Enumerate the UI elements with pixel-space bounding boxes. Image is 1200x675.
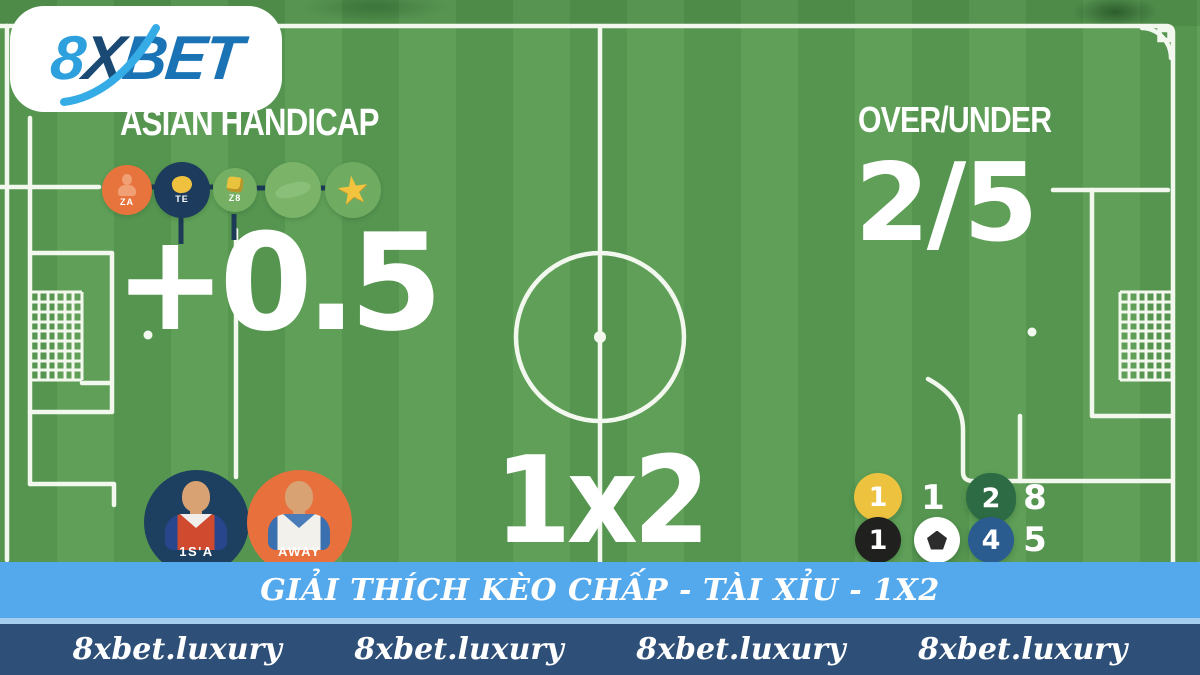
caption-text: GIẢI THÍCH KÈO CHẤP - TÀI XỈU - 1X2 bbox=[260, 572, 940, 608]
banner-separator bbox=[0, 618, 1200, 624]
left-box-line bbox=[27, 481, 117, 508]
away-team-avatar: AWAY bbox=[247, 470, 352, 575]
icon-label: ZA bbox=[120, 196, 134, 207]
corner-arc bbox=[1139, 25, 1174, 61]
odds-number: 5 bbox=[1023, 520, 1047, 560]
swoosh-icon bbox=[273, 178, 313, 202]
away-team-label: AWAY bbox=[277, 544, 322, 559]
home-team-label: 1S'A bbox=[179, 544, 214, 559]
odds-circle-green: 2 bbox=[966, 473, 1016, 523]
right-goal-net bbox=[1118, 290, 1174, 382]
right-penalty-box bbox=[1089, 187, 1174, 419]
logo-swoosh-icon bbox=[60, 24, 160, 106]
icon-circle-swoosh bbox=[265, 162, 321, 218]
icon-circle-player: ZA bbox=[102, 165, 152, 215]
left-box-line bbox=[27, 250, 115, 415]
odds-number: 1 bbox=[921, 478, 945, 518]
player-icon bbox=[117, 173, 137, 196]
odds-circle-white bbox=[914, 517, 960, 563]
odds-circle-yellow: 1 bbox=[854, 473, 902, 521]
footer-domain[interactable]: 8xbet.luxury bbox=[72, 632, 282, 667]
home-team-avatar: 1S'A bbox=[144, 470, 249, 575]
jersey-collar bbox=[180, 514, 212, 528]
icon-circle-shield: Z8 bbox=[213, 168, 257, 212]
over-under-title: OVER/UNDER bbox=[858, 99, 1052, 140]
one-x-two-value: 1x2 bbox=[494, 432, 710, 571]
shadow-blob bbox=[300, 0, 450, 22]
left-goal-net bbox=[28, 290, 84, 382]
handicap-value: +0.5 bbox=[114, 205, 443, 361]
left-penalty-spot bbox=[143, 330, 153, 340]
icon-circle-star: ★ bbox=[325, 162, 381, 218]
odds-circle-blue: 4 bbox=[968, 517, 1014, 563]
8xbet-logo[interactable]: 8XBET bbox=[10, 6, 282, 112]
pentagon-icon bbox=[927, 530, 947, 550]
star-icon: ★ bbox=[333, 165, 373, 215]
center-spot bbox=[594, 331, 606, 343]
icon-label: Z8 bbox=[228, 193, 242, 203]
footer-domain[interactable]: 8xbet.luxury bbox=[354, 632, 564, 667]
odds-circle-black: 1 bbox=[855, 517, 901, 563]
caption-banner: GIẢI THÍCH KÈO CHẤP - TÀI XỈU - 1X2 bbox=[0, 562, 1200, 618]
center-circle bbox=[513, 250, 687, 424]
icon-label: TE bbox=[175, 194, 189, 204]
player-head bbox=[182, 481, 210, 512]
shield-icon bbox=[226, 175, 244, 194]
trophy-icon bbox=[170, 174, 194, 195]
icon-circle-trophy: TE bbox=[154, 162, 210, 218]
footer-domain[interactable]: 8xbet.luxury bbox=[636, 632, 846, 667]
jersey-collar bbox=[283, 514, 315, 528]
right-penalty-arc bbox=[925, 376, 1174, 484]
odds-number: 8 bbox=[1023, 478, 1047, 518]
corner-flag-mark bbox=[1157, 27, 1172, 43]
player-neck bbox=[190, 508, 202, 516]
over-under-value: 2/5 bbox=[854, 141, 1039, 266]
player-head bbox=[285, 481, 313, 512]
right-penalty-spot bbox=[1027, 327, 1037, 337]
footer-domain[interactable]: 8xbet.luxury bbox=[918, 632, 1128, 667]
player-neck bbox=[293, 508, 305, 516]
footer-bar: 8xbet.luxury 8xbet.luxury 8xbet.luxury 8… bbox=[0, 624, 1200, 675]
